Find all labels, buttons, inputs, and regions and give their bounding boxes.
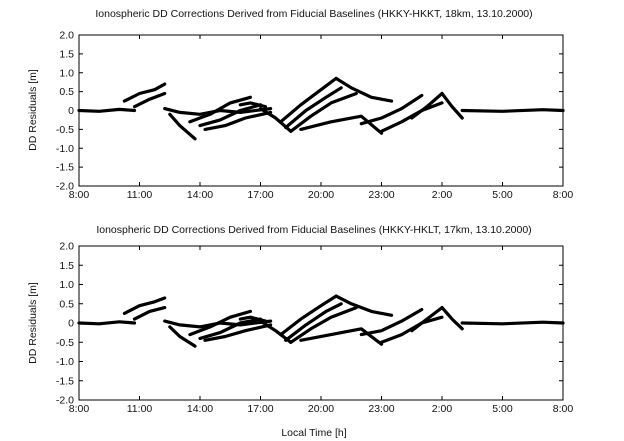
y-tick-label: -2.0 <box>56 181 74 193</box>
x-tick-label: 20:00 <box>308 189 334 201</box>
data-track <box>122 82 167 103</box>
data-track <box>440 306 464 331</box>
data-track <box>163 319 273 329</box>
y-tick-label: -0.5 <box>56 337 74 349</box>
data-track <box>198 103 263 128</box>
y-tick-label: 0.5 <box>59 298 74 310</box>
data-track <box>410 91 444 120</box>
x-tick-label: 17:00 <box>247 189 273 201</box>
y-tick-label: 2.0 <box>59 241 74 253</box>
data-track <box>168 112 197 141</box>
data-marks <box>77 294 565 348</box>
data-track <box>279 294 338 337</box>
x-tick-label: 20:00 <box>308 403 334 415</box>
data-track <box>299 327 384 346</box>
y-tick-label: 1.0 <box>59 279 74 291</box>
data-track <box>132 91 167 109</box>
data-track <box>77 320 137 326</box>
y-tick-label: -2.0 <box>56 395 74 407</box>
data-track <box>279 76 338 124</box>
data-track <box>132 306 167 321</box>
x-tick-label: 5:00 <box>492 189 513 201</box>
y-tick-label: 1.5 <box>59 260 74 272</box>
data-track <box>163 106 273 116</box>
chart-title: Ionospheric DD Corrections Derived from … <box>96 224 531 236</box>
y-tick-label: 1.0 <box>59 67 74 79</box>
data-track <box>203 323 273 342</box>
x-tick-label: 11:00 <box>127 403 153 415</box>
x-tick-label: 2:00 <box>432 189 453 201</box>
data-track <box>440 91 464 120</box>
x-tick-label: 2:00 <box>432 403 453 415</box>
chart-panel-top: Ionospheric DD Corrections Derived from … <box>27 8 573 201</box>
data-track <box>188 309 252 337</box>
y-tick-label: -1.0 <box>56 356 74 368</box>
x-tick-label: 11:00 <box>127 189 153 201</box>
data-track <box>168 325 197 348</box>
data-track <box>334 294 394 317</box>
y-axis-label: DD Residuals [m] <box>27 282 39 364</box>
data-marks <box>77 76 565 141</box>
axis-ticks: 8:00 11:00 14:00 17:00 20:00 23:00 2:00 5:00 8:0… <box>56 30 573 202</box>
x-tick-label: 14:00 <box>187 403 213 415</box>
data-track <box>188 95 252 124</box>
x-tick-label: 8:00 <box>553 189 574 201</box>
data-track <box>122 296 167 315</box>
y-tick-label: -1.5 <box>56 162 74 174</box>
data-track <box>284 302 343 342</box>
y-tick-label: 1.5 <box>59 48 74 60</box>
x-tick-label: 17:00 <box>247 403 273 415</box>
data-track <box>359 307 424 337</box>
data-track <box>284 86 343 130</box>
axis-ticks: 8:00 11:00 14:00 17:00 20:00 23:00 2:00 5:00 8:0… <box>56 241 573 416</box>
x-tick-label: 23:00 <box>368 189 394 201</box>
data-track <box>238 101 268 109</box>
y-axis-label: DD Residuals [m] <box>27 69 39 151</box>
x-tick-label: 8:00 <box>69 189 90 201</box>
x-axis-label: Local Time [h] <box>281 427 346 439</box>
y-tick-label: 2.0 <box>59 30 74 42</box>
y-tick-label: -1.5 <box>56 375 74 387</box>
x-tick-label: 14:00 <box>187 189 213 201</box>
x-tick-label: 5:00 <box>492 403 513 415</box>
data-track <box>410 306 444 333</box>
x-tick-label: 23:00 <box>368 403 394 415</box>
data-track <box>460 320 565 326</box>
data-track <box>198 317 263 340</box>
y-tick-label: 0.5 <box>59 86 74 98</box>
data-track <box>77 107 137 113</box>
chart-panel-bottom: Ionospheric DD Corrections Derived from … <box>27 224 573 439</box>
chart-title: Ionospheric DD Corrections Derived from … <box>95 8 532 20</box>
data-track <box>289 306 358 344</box>
data-track <box>299 114 384 135</box>
y-tick-label: 0 <box>68 318 74 330</box>
y-tick-label: 0 <box>68 105 74 117</box>
data-track <box>203 110 273 131</box>
data-track <box>359 93 424 126</box>
data-track <box>334 76 394 103</box>
x-tick-label: 8:00 <box>69 403 90 415</box>
y-tick-label: -0.5 <box>56 124 74 136</box>
x-tick-label: 8:00 <box>553 403 574 415</box>
y-tick-label: -1.0 <box>56 143 74 155</box>
data-track <box>460 108 565 113</box>
data-track <box>289 91 358 133</box>
